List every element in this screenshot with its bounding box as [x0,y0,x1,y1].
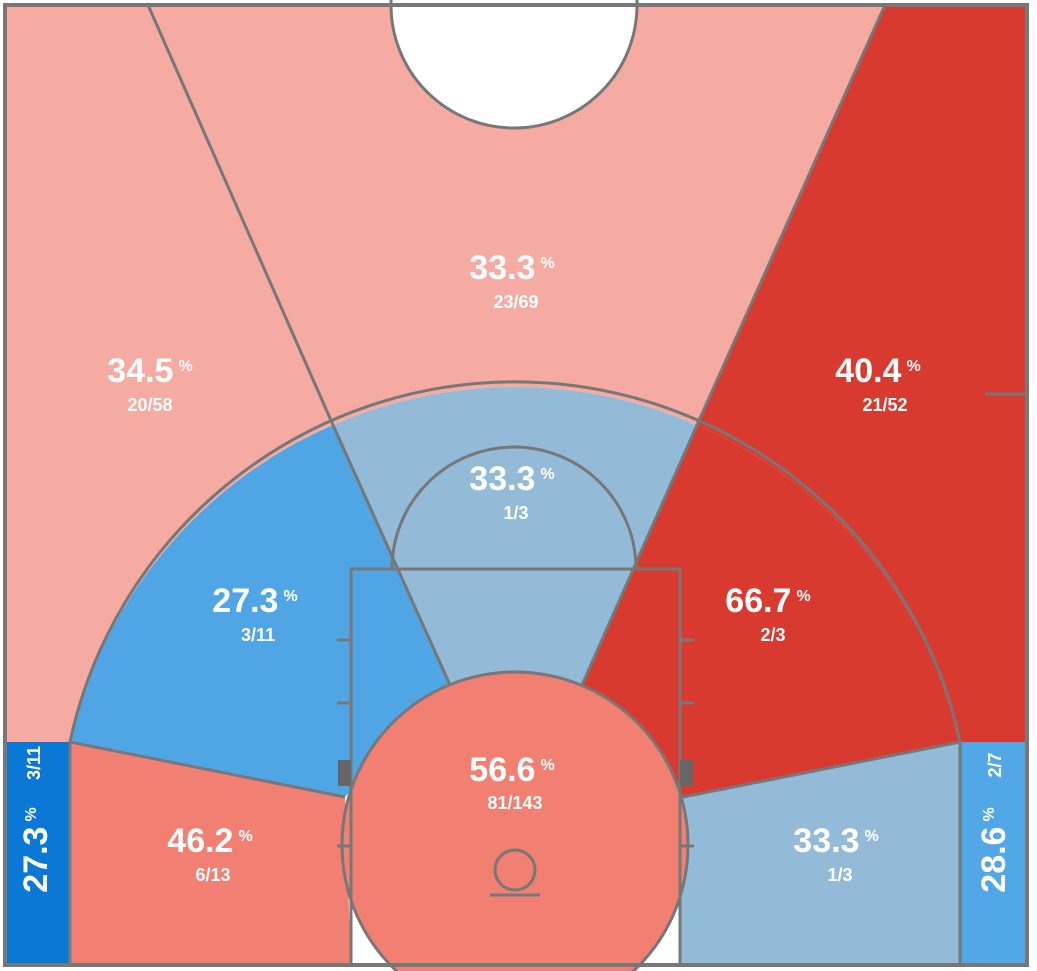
zone-shots: 3/11 [241,625,275,645]
percent-sign: % [238,828,252,845]
percent-value: 33.3 [469,249,535,287]
three-point-line [68,380,962,965]
zone-percent: 27.3% [17,807,55,892]
court-border [3,3,1029,967]
zone-shots: 2/7 [985,752,1005,777]
zone [148,5,885,425]
zone-percent: 66.7% [725,582,810,620]
percent-value: 28.6 [975,827,1013,893]
zone [342,672,688,971]
zone [582,425,960,797]
hoop [493,848,537,892]
zone-percent: 33.3% [469,460,554,498]
percent-sign: % [906,358,920,375]
percent-sign: % [540,255,554,272]
percent-sign: % [23,807,40,821]
zone [5,5,333,742]
percent-sign: % [981,807,998,821]
lane-marks [337,638,694,848]
percent-value: 33.3 [793,822,859,860]
zone [697,5,1027,742]
zone-percent: 56.6% [469,751,554,789]
zone-percent: 46.2% [167,822,252,860]
percent-value: 34.5 [107,352,173,390]
zone [960,742,1027,965]
percent-value: 56.6 [469,751,535,789]
lane-block [680,760,693,786]
percent-value: 27.3 [212,582,278,620]
zone-percent: 28.6% [975,807,1013,892]
zones [5,5,1027,971]
zone [680,742,960,965]
zone [333,387,697,685]
percent-value: 66.7 [725,582,791,620]
lane-block [338,760,351,786]
zone-percent: 33.3% [793,822,878,860]
percent-value: 40.4 [835,352,901,390]
zone-shots: 20/58 [127,395,172,415]
zone [70,425,450,797]
percent-sign: % [864,828,878,845]
zone-shots: 81/143 [487,793,542,813]
zone-percent: 34.5% [107,352,192,390]
zone [70,742,351,965]
zone-percent: 33.3% [469,249,554,287]
zone-percent: 27.3% [212,582,297,620]
free-throw-circle [390,445,638,570]
percent-value: 27.3 [17,827,55,893]
zone-line [69,4,961,799]
zone-shots: 3/11 [24,746,44,780]
percent-sign: % [540,757,554,774]
zone-shots: 1/3 [503,503,528,523]
zone-percent: 40.4% [835,352,920,390]
percent-value: 46.2 [167,822,233,860]
zone-shots: 21/52 [862,395,907,415]
percent-sign: % [283,588,297,605]
zone-shots: 6/13 [195,865,230,885]
court-lines [3,0,1029,971]
zone-shots: 23/69 [493,292,538,312]
zone-shots: 1/3 [827,865,852,885]
restricted-area [340,670,690,971]
percent-value: 33.3 [469,460,535,498]
zone [5,742,70,965]
percent-sign: % [796,588,810,605]
labels: 33.3 % 23/69 34.5 % 20/58 40.4 % 21/52 33.3 % 1/3 27… [17,249,1013,893]
percent-sign: % [178,358,192,375]
zone-shots: 2/3 [760,625,785,645]
percent-sign: % [540,466,554,483]
